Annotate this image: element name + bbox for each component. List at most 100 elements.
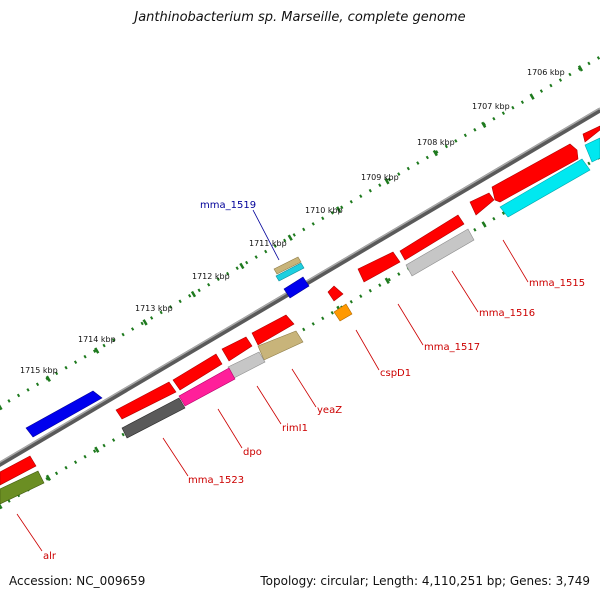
genome-title: Janthinobacterium sp. Marseille, complet…	[134, 10, 466, 25]
outer-tick-16	[159, 310, 163, 315]
inner-tick-11	[111, 438, 116, 442]
gene-fwd-6[interactable]	[251, 314, 295, 346]
outer-tick-1	[16, 393, 21, 398]
outer-tick-7	[73, 360, 78, 365]
outer-tick-21	[207, 282, 211, 287]
gene-dpo-rev[interactable]	[178, 367, 236, 407]
label-mma-1516: mma_1516	[479, 308, 535, 319]
inner-tick-61	[587, 161, 591, 166]
outer-tick-26	[254, 255, 258, 259]
label-mma-1523: mma_1523	[188, 475, 244, 486]
label-rimI1: rimI1	[282, 423, 308, 434]
inner-tick-33	[321, 316, 325, 321]
gene-cyan-rev-2[interactable]	[584, 137, 600, 163]
outer-tick-48	[463, 133, 467, 138]
label-dpo: dpo	[243, 447, 262, 458]
label-cspD1: cspD1	[380, 368, 411, 379]
inner-major-tick-1	[45, 474, 51, 482]
gene-labels: mma_1515 mma_1516 mma_1517 cspD1 yeaZ ri…	[43, 200, 585, 562]
outer-tick-5	[54, 371, 59, 376]
label-connectors	[16, 209, 529, 552]
outer-tick-20	[197, 288, 201, 293]
label-mma-1515: mma_1515	[529, 278, 585, 289]
forward-strand-genes	[0, 125, 600, 486]
outer-major-tick-10	[481, 121, 487, 129]
outer-major-tick-3	[142, 319, 148, 326]
label-mma-1519: mma_1519	[200, 200, 256, 211]
outer-tick-14	[140, 321, 144, 326]
inner-tick-12	[121, 432, 125, 437]
inner-tick-36	[349, 299, 353, 304]
connector-yeaZ	[291, 368, 317, 408]
outer-tick-8	[83, 354, 87, 359]
inner-tick-8	[83, 454, 87, 459]
outer-tick-17	[169, 305, 173, 309]
gene-fwd-3[interactable]	[399, 214, 465, 261]
inner-tick-6	[64, 465, 68, 470]
gene-fwd-4[interactable]	[357, 251, 401, 283]
kbp-label-1707: 1707 kbp	[472, 102, 510, 111]
outer-tick-35	[340, 205, 344, 210]
inner-tick-39	[378, 283, 382, 287]
inner-tick-4	[45, 477, 49, 481]
outer-tick-57	[549, 83, 553, 88]
outer-tick-38	[368, 188, 372, 193]
gene-alr-rev[interactable]	[0, 470, 45, 505]
gene-yeaZ-rev[interactable]	[257, 330, 304, 361]
outer-tick-34	[330, 211, 334, 215]
label-yeaZ: yeaZ	[317, 405, 342, 416]
outer-tick-31	[302, 227, 306, 232]
outer-tick-23	[226, 271, 230, 276]
outer-tick-19	[188, 294, 192, 298]
gene-blue-fwd[interactable]	[25, 390, 103, 438]
outer-tick-43	[416, 161, 420, 165]
outer-tick-36	[349, 199, 353, 204]
outer-tick-28	[273, 244, 277, 248]
outer-tick-52	[501, 111, 506, 116]
outer-tick-22	[216, 277, 220, 282]
gene-mma-1523-rev[interactable]	[121, 397, 186, 439]
outer-tick-44	[425, 155, 429, 160]
gene-fwd-2[interactable]	[469, 192, 495, 216]
gene-cspD1-red[interactable]	[327, 285, 344, 302]
outer-tick-51	[492, 116, 496, 121]
outer-tick-15	[150, 316, 154, 320]
gene-alr-fwd[interactable]	[0, 455, 37, 486]
connector-mma-1516	[451, 270, 479, 313]
gene-mma-1523-fwd[interactable]	[115, 381, 177, 420]
kbp-label-1710: 1710 kbp	[305, 206, 343, 215]
outer-tick-30	[292, 233, 296, 237]
gene-fwd-8[interactable]	[172, 353, 223, 391]
outer-tick-37	[359, 194, 363, 199]
outer-major-ticks	[0, 65, 584, 411]
kbp-label-1711: 1711 kbp	[249, 239, 287, 248]
inner-tick-7	[73, 460, 78, 465]
outer-tick-49	[473, 128, 477, 132]
gene-mma-1515-fwd[interactable]	[491, 143, 579, 203]
gene-mma-1519-tan[interactable]	[273, 256, 302, 275]
outer-tick-10	[102, 343, 106, 348]
outer-tick-45	[435, 150, 439, 154]
gene-mma-1519-blue[interactable]	[283, 276, 310, 299]
connector-mma-1523	[162, 437, 189, 477]
gene-cyan-rev[interactable]	[499, 158, 591, 218]
inner-major-tick-8	[384, 277, 390, 284]
inner-tick-52	[501, 211, 506, 216]
outer-tick-18	[178, 299, 182, 304]
outer-tick-42	[406, 166, 410, 171]
gene-mma-1516-rev[interactable]	[405, 228, 475, 277]
outer-tick-27	[264, 249, 268, 254]
gene-fwd-7[interactable]	[221, 336, 253, 362]
outer-tick-58	[558, 78, 563, 82]
inner-tick-9	[92, 449, 97, 453]
inner-tick-5	[54, 471, 59, 476]
outer-tick-46	[444, 144, 448, 149]
gene-fwd-5[interactable]	[582, 125, 600, 143]
gene-mma-1519-cyan[interactable]	[275, 262, 305, 282]
kbp-markers: 1706 kbp 1707 kbp 1708 kbp 1709 kbp 1710…	[20, 68, 565, 375]
gene-cspD1-orange[interactable]	[333, 303, 353, 322]
outer-tick-56	[539, 89, 544, 93]
label-mma-1517: mma_1517	[424, 342, 480, 353]
outer-tick-25	[245, 260, 249, 265]
